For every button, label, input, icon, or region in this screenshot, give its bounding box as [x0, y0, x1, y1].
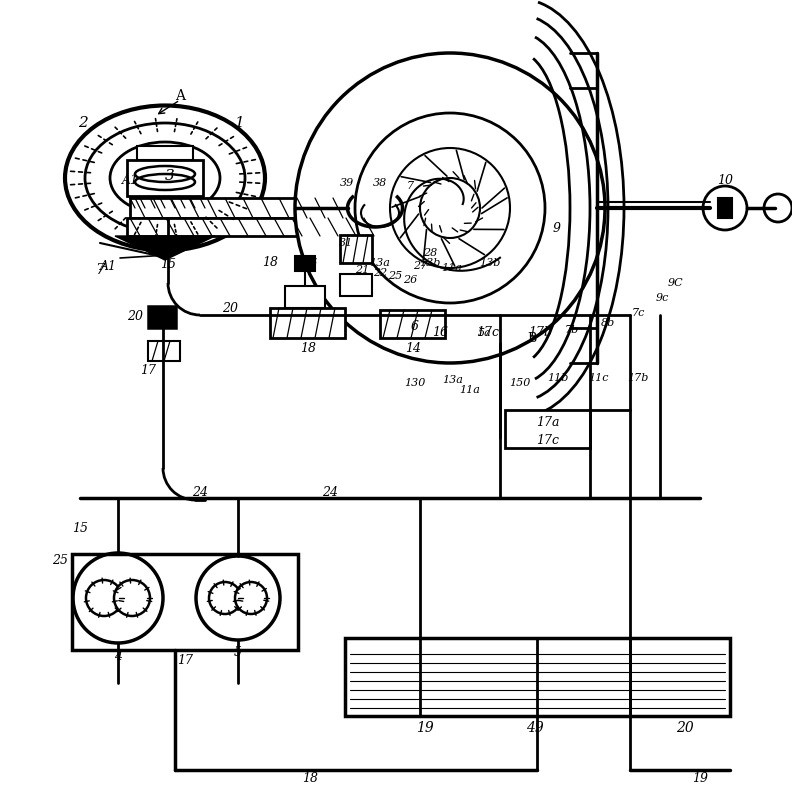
Bar	[340, 274, 372, 296]
Text: 19: 19	[416, 721, 434, 735]
Text: A1: A1	[100, 259, 116, 272]
Circle shape	[114, 580, 150, 616]
Bar	[380, 310, 445, 338]
Text: 17b: 17b	[528, 326, 552, 339]
Text: 38: 38	[373, 178, 387, 188]
Bar	[148, 341, 180, 361]
Text: 7: 7	[406, 181, 413, 191]
Circle shape	[73, 553, 163, 643]
Bar	[718, 198, 732, 218]
Text: 25: 25	[52, 554, 68, 567]
Text: 27: 27	[413, 261, 427, 271]
Bar	[270, 308, 345, 338]
Circle shape	[295, 53, 605, 363]
Bar	[130, 198, 390, 218]
Text: 24: 24	[322, 487, 338, 500]
Text: 17: 17	[140, 365, 156, 377]
Circle shape	[764, 194, 792, 222]
Text: 9C: 9C	[667, 278, 683, 288]
Text: 3: 3	[165, 169, 175, 183]
Circle shape	[196, 556, 280, 640]
Text: 7c: 7c	[631, 308, 645, 318]
Bar	[72, 554, 298, 650]
Text: 49: 49	[526, 721, 544, 735]
Text: 18: 18	[300, 342, 316, 354]
Text: 130: 130	[404, 378, 425, 388]
Text: 15: 15	[72, 522, 88, 535]
Circle shape	[86, 580, 122, 616]
Text: 18: 18	[302, 772, 318, 784]
Text: 18: 18	[262, 256, 278, 270]
Text: 16: 16	[303, 258, 317, 268]
Text: 17b: 17b	[627, 373, 649, 383]
Text: 20: 20	[222, 302, 238, 314]
Text: 5a: 5a	[478, 328, 492, 338]
Text: 2: 2	[78, 116, 88, 130]
Text: 15: 15	[160, 259, 176, 271]
Text: A: A	[175, 89, 185, 103]
Bar	[285, 286, 325, 308]
Text: 13b: 13b	[479, 258, 501, 268]
Bar	[127, 160, 203, 196]
Ellipse shape	[110, 142, 220, 214]
Text: 11c: 11c	[588, 373, 608, 383]
Circle shape	[355, 113, 545, 303]
Text: 11b: 11b	[547, 373, 569, 383]
Circle shape	[235, 582, 267, 614]
Text: 11a: 11a	[459, 385, 481, 395]
Circle shape	[390, 148, 510, 268]
Text: 20: 20	[127, 310, 143, 323]
Text: A1: A1	[121, 173, 139, 187]
Text: 1: 1	[235, 116, 245, 130]
Text: 20: 20	[676, 721, 694, 735]
Bar	[345, 638, 730, 716]
Text: 26: 26	[403, 275, 417, 285]
Ellipse shape	[85, 123, 245, 233]
Text: 4: 4	[114, 650, 122, 662]
Text: 17c: 17c	[536, 433, 559, 447]
Text: 150: 150	[509, 378, 531, 388]
Text: 17: 17	[177, 654, 193, 666]
Bar	[137, 146, 193, 160]
Circle shape	[209, 582, 241, 614]
Text: 7: 7	[95, 263, 105, 277]
Text: 25: 25	[388, 271, 402, 281]
Text: 19: 19	[692, 772, 708, 784]
Text: 9: 9	[553, 222, 561, 235]
Text: 8b: 8b	[601, 318, 615, 328]
Text: 5: 5	[234, 646, 242, 659]
Text: 14: 14	[405, 342, 421, 354]
Text: 9c: 9c	[655, 293, 668, 303]
Text: 13b: 13b	[419, 258, 440, 268]
Text: 10: 10	[717, 173, 733, 187]
Bar	[148, 306, 176, 328]
Bar	[505, 410, 590, 448]
Text: 21: 21	[355, 265, 369, 275]
Text: 39: 39	[340, 178, 354, 188]
Polygon shape	[115, 236, 215, 260]
Circle shape	[703, 186, 747, 230]
Bar	[127, 218, 397, 236]
Text: 28: 28	[423, 248, 437, 258]
Bar	[340, 235, 372, 263]
Text: 13a: 13a	[443, 375, 463, 385]
Text: 17a: 17a	[536, 417, 560, 429]
Text: 7b: 7b	[565, 325, 579, 335]
Text: 13a: 13a	[370, 258, 390, 268]
Bar	[295, 256, 315, 271]
Text: 11a: 11a	[442, 263, 463, 273]
Text: 22: 22	[373, 268, 387, 278]
Text: 16: 16	[432, 326, 448, 339]
Text: 24: 24	[192, 487, 208, 500]
Text: 6: 6	[411, 319, 419, 333]
Circle shape	[420, 178, 480, 238]
Text: 17c: 17c	[477, 326, 500, 339]
Text: 31: 31	[339, 238, 353, 248]
Text: B: B	[527, 331, 537, 345]
